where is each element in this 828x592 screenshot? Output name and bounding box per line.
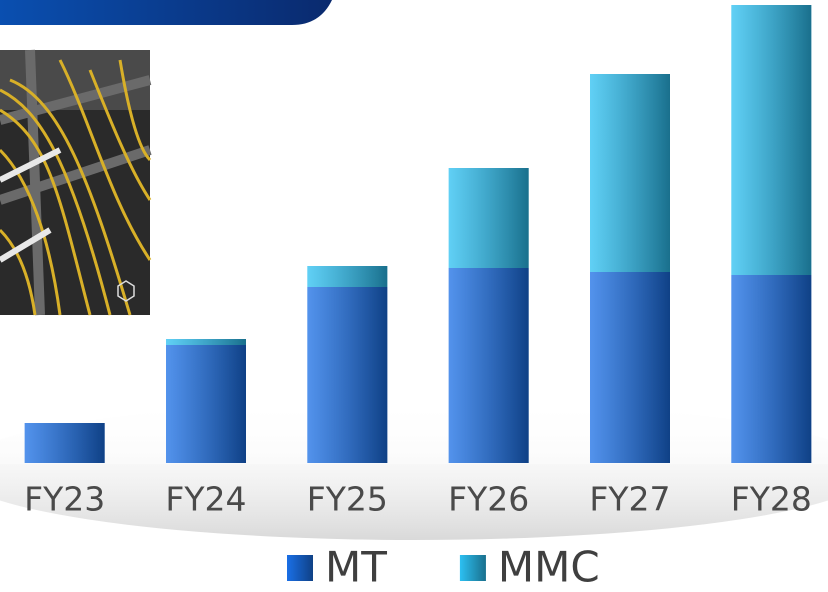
legend-label: MMC [498,543,600,592]
x-tick-label: FY25 [307,480,388,519]
bar-light [166,345,246,463]
header-banner [0,0,332,25]
photo [0,50,150,315]
bar-light [590,272,670,463]
x-tick-label: FY23 [24,480,105,519]
bar-light [307,287,387,463]
bar-light [590,74,670,272]
bar-light [449,168,529,268]
bar-light [731,5,811,275]
bar-light [25,423,105,463]
page: {"chart_data": {"type": "stacked-bar", "… [0,0,828,592]
bar-light [449,268,529,463]
x-tick-label: FY26 [448,480,529,519]
chart: FY23 FY24 FY25 FY26 FY27 FY28 MT MMC [0,0,828,592]
bar-light [166,339,246,345]
bar-light [307,266,387,287]
legend-label: MT [325,543,387,592]
x-tick-label: FY28 [731,480,812,519]
legend-swatch-shade [287,555,313,581]
legend-swatch-shade [460,555,486,581]
bar-light [731,275,811,463]
floor-fade [0,398,828,464]
x-tick-label: FY24 [165,480,246,519]
x-tick-label: FY27 [589,480,670,519]
